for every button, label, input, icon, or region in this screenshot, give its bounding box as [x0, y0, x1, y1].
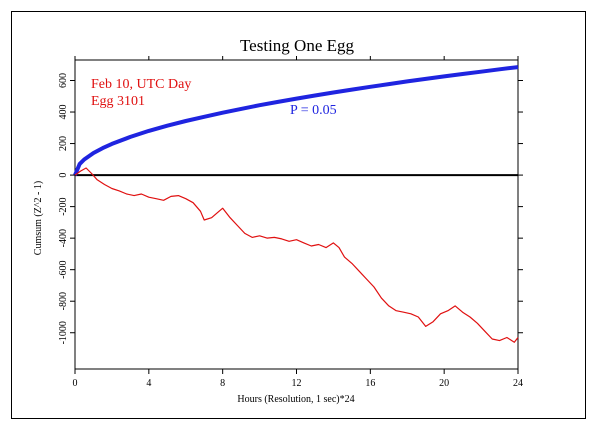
- y-tick-label: -200: [58, 197, 69, 215]
- p-value-annotation: P = 0.05: [290, 103, 337, 118]
- x-tick-label: 12: [292, 378, 302, 389]
- x-tick-label: 4: [146, 378, 151, 389]
- x-tick-label: 8: [220, 378, 225, 389]
- series-line-p-value: [73, 65, 519, 176]
- y-tick-label: -800: [58, 292, 69, 310]
- x-tick-label: 24: [513, 378, 523, 389]
- x-tick-label: 16: [365, 378, 375, 389]
- series-layer: [73, 65, 519, 343]
- y-axis-label: Cumsum (Z^2 - 1): [33, 181, 44, 255]
- chart-frame: [11, 11, 586, 419]
- x-axis-label: Hours (Resolution, 1 sec)*24: [237, 394, 354, 405]
- y-tick-label: -600: [58, 261, 69, 279]
- chart-title: Testing One Egg: [240, 36, 355, 55]
- y-tick-label: -1000: [58, 321, 69, 344]
- x-tick-label: 0: [73, 378, 78, 389]
- egg-annotation: Egg 3101: [91, 94, 145, 109]
- y-tick-label: 0: [58, 173, 69, 178]
- y-tick-label: 200: [58, 136, 69, 151]
- y-tick-label: -400: [58, 229, 69, 247]
- y-tick-label: 400: [58, 105, 69, 120]
- y-tick-label: 600: [58, 73, 69, 88]
- x-tick-label: 20: [439, 378, 449, 389]
- tick-layer: 0 4 8 12 16 20 24 600 400 200 0 -200 -400 -600 -800 -10…: [58, 56, 523, 389]
- date-annotation: Feb 10, UTC Day: [91, 77, 191, 92]
- series-line-egg: [74, 167, 519, 343]
